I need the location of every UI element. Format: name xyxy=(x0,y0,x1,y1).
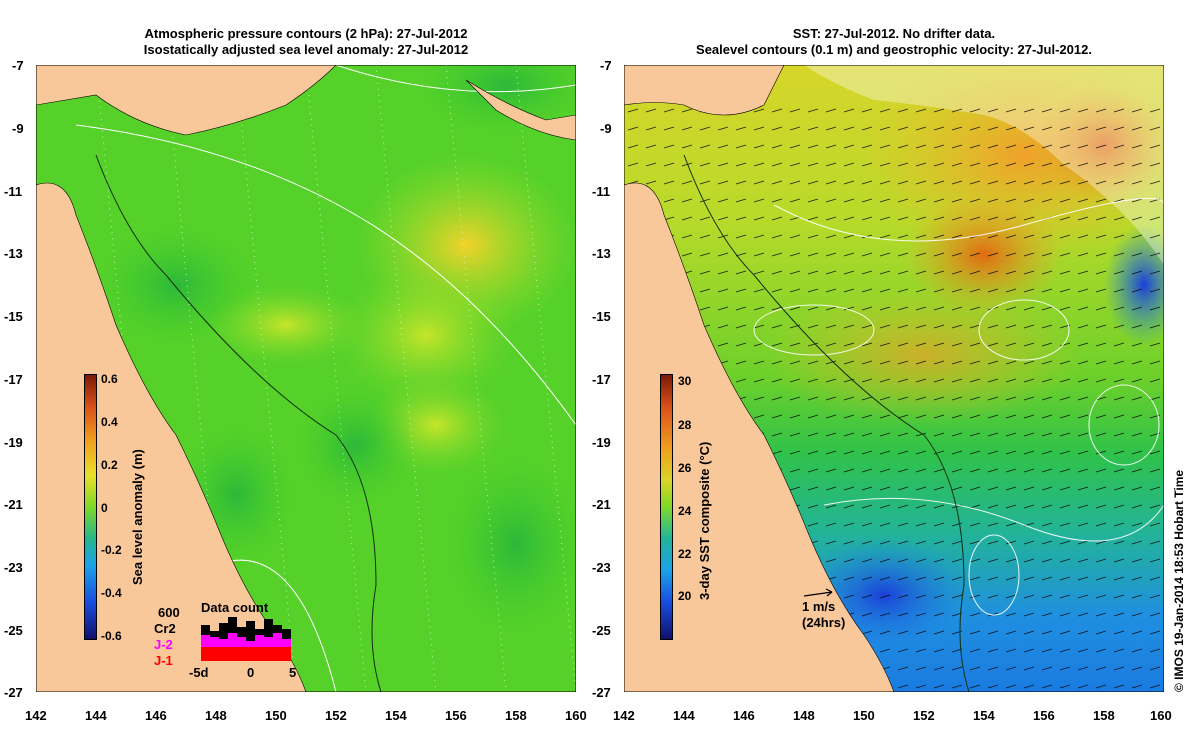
left-lon-tick: 152 xyxy=(325,708,347,723)
data-count-title: Data count xyxy=(201,600,269,615)
right-lon-tick: 142 xyxy=(613,708,635,723)
left-lat-tick: -27 xyxy=(4,685,23,700)
data-count-xtick-2: 5 xyxy=(289,665,297,680)
left-title-line1: Atmospheric pressure contours (2 hPa): 2… xyxy=(144,26,468,41)
sla-tick-2: 0.2 xyxy=(101,458,118,472)
right-lon-tick: 156 xyxy=(1033,708,1055,723)
sst-colorbar xyxy=(660,374,673,640)
left-lon-tick: 156 xyxy=(445,708,467,723)
left-lat-tick: -9 xyxy=(12,121,24,136)
right-lon-tick: 158 xyxy=(1093,708,1115,723)
sla-colorbar-label: Sea level anomaly (m) xyxy=(130,449,145,585)
right-land-new-guinea xyxy=(624,65,785,116)
right-lon-tick: 154 xyxy=(973,708,995,723)
sla-tick-0: 0.6 xyxy=(101,372,118,386)
left-lon-tick: 142 xyxy=(25,708,47,723)
right-lat-tick: -23 xyxy=(592,560,611,575)
sst-map xyxy=(624,65,1164,692)
sla-tick-4: -0.2 xyxy=(101,543,122,557)
left-lon-tick: 160 xyxy=(565,708,587,723)
data-count-series-cr2: Cr2 xyxy=(154,621,176,636)
left-lon-tick: 148 xyxy=(205,708,227,723)
left-lat-tick: -11 xyxy=(4,184,23,199)
left-lat-tick: -21 xyxy=(4,497,23,512)
sst-tick-0: 30 xyxy=(678,374,692,388)
right-lat-tick: -7 xyxy=(600,58,612,73)
data-count-xtick-1: 0 xyxy=(247,665,255,680)
left-land-new-guinea xyxy=(36,65,337,136)
left-lat-tick: -13 xyxy=(4,246,23,261)
left-lon-tick: 154 xyxy=(385,708,407,723)
right-lon-tick: 150 xyxy=(853,708,875,723)
data-count-series-j1: J-1 xyxy=(154,653,173,668)
left-lon-tick: 146 xyxy=(145,708,167,723)
right-lat-tick: -21 xyxy=(592,497,611,512)
sst-tick-3: 24 xyxy=(678,504,692,518)
sla-colorbar xyxy=(84,374,97,640)
vector-legend-arrow xyxy=(803,591,833,597)
data-count-max: 600 xyxy=(158,605,180,620)
sea-level-anomaly-map xyxy=(36,65,576,692)
left-lat-tick: -19 xyxy=(4,435,23,450)
right-lon-tick: 144 xyxy=(673,708,695,723)
left-lat-tick: -17 xyxy=(4,372,23,387)
right-lat-tick: -13 xyxy=(592,246,611,261)
right-lat-tick: -15 xyxy=(592,309,611,324)
sst-tick-5: 20 xyxy=(678,589,692,603)
right-lon-tick: 148 xyxy=(793,708,815,723)
right-title-line2: Sealevel contours (0.1 m) and geostrophi… xyxy=(696,42,1092,57)
left-lat-tick: -7 xyxy=(12,58,24,73)
right-lat-tick: -25 xyxy=(592,623,611,638)
left-lat-tick: -23 xyxy=(4,560,23,575)
sst-tick-2: 26 xyxy=(678,461,692,475)
right-lat-tick: -27 xyxy=(592,685,611,700)
sla-tick-1: 0.4 xyxy=(101,415,118,429)
data-count-xtick-0: -5d xyxy=(189,665,209,680)
left-lat-tick: -25 xyxy=(4,623,23,638)
sst-tick-1: 28 xyxy=(678,418,692,432)
data-count-series-j2: J-2 xyxy=(154,637,173,652)
left-lat-tick: -15 xyxy=(4,309,23,324)
right-title-line1: SST: 27-Jul-2012. No drifter data. xyxy=(792,26,996,41)
vector-legend-speed: 1 m/s xyxy=(802,599,836,614)
right-lon-tick: 152 xyxy=(913,708,935,723)
sla-tick-3: 0 xyxy=(101,501,108,515)
left-title-line2: Isostatically adjusted sea level anomaly… xyxy=(143,42,469,57)
left-lon-tick: 144 xyxy=(85,708,107,723)
left-lon-tick: 150 xyxy=(265,708,287,723)
right-lon-tick: 160 xyxy=(1150,708,1172,723)
data-count-chart xyxy=(201,615,291,661)
imos-timestamp: © IMOS 19-Jan-2014 18:53 Hobart Time xyxy=(1172,469,1186,692)
right-lat-tick: -9 xyxy=(600,121,612,136)
right-land-australia xyxy=(624,182,895,692)
right-lat-tick: -19 xyxy=(592,435,611,450)
sla-tick-6: -0.6 xyxy=(101,629,122,643)
right-lat-tick: -11 xyxy=(592,184,611,199)
vector-legend-period: (24hrs) xyxy=(802,615,846,630)
sla-tick-5: -0.4 xyxy=(101,586,122,600)
sst-colorbar-label: 3-day SST composite (°C) xyxy=(697,441,712,600)
left-lon-tick: 158 xyxy=(505,708,527,723)
right-lon-tick: 146 xyxy=(733,708,755,723)
right-lat-tick: -17 xyxy=(592,372,611,387)
sst-tick-4: 22 xyxy=(678,547,692,561)
